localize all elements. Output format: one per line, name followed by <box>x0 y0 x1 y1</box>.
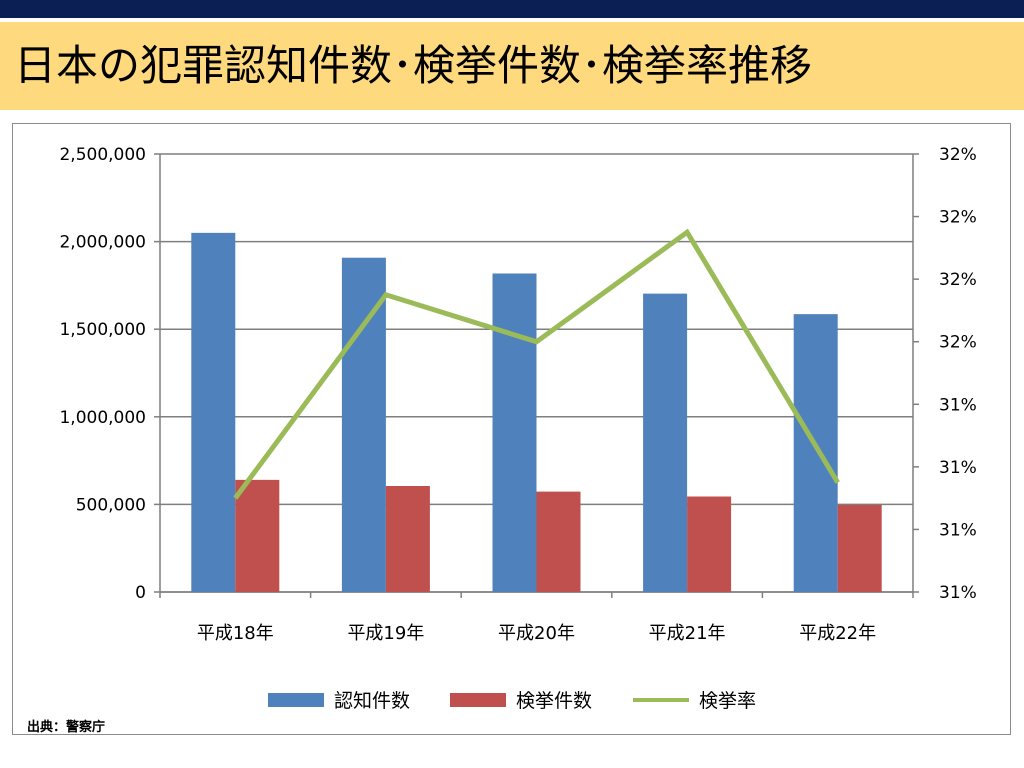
bar-recognized <box>793 314 838 592</box>
x-tick-label: 平成20年 <box>498 623 575 644</box>
x-tick-label: 平成19年 <box>347 623 424 644</box>
x-tick-label: 平成18年 <box>197 623 274 644</box>
y-right-tick-label: 31% <box>939 395 977 415</box>
y-left-tick-label: 1,500,000 <box>59 320 146 340</box>
bar-recognized <box>492 273 537 592</box>
source-note: 出典：警察庁 <box>27 720 106 735</box>
bar-cleared <box>687 496 732 592</box>
series-line-clearance-rate <box>233 228 840 500</box>
y-left-tick-label: 500,000 <box>76 495 146 515</box>
y-right-tick-label: 32% <box>939 208 977 228</box>
y-right-tick-label: 32% <box>939 145 977 165</box>
page-title: 日本の犯罪認知件数･検挙件数･検挙率推移 <box>14 41 813 90</box>
y-left-tick-label: 1,000,000 <box>59 408 146 428</box>
y-left-tick-label: 0 <box>135 583 146 603</box>
chart: 0 500,000 1,000,000 1,500,000 2,000,000 2,500… <box>59 145 977 712</box>
y-right-tick-label: 31% <box>939 583 977 603</box>
chart-frame: 0 500,000 1,000,000 1,500,000 2,000,000 2,500… <box>12 123 1011 735</box>
bar-recognized <box>191 232 236 592</box>
y-right-tick-label: 32% <box>939 270 977 290</box>
legend-swatch <box>268 693 324 707</box>
x-tick-label: 平成22年 <box>799 623 876 644</box>
legend-swatch <box>450 693 506 707</box>
y-right-tick-label: 32% <box>939 333 977 353</box>
legend-label: 検挙件数 <box>516 690 592 712</box>
x-tick-label: 平成21年 <box>649 623 726 644</box>
title-bar <box>0 22 1024 110</box>
y-right-tick-label: 31% <box>939 458 977 478</box>
bar-cleared <box>536 491 581 592</box>
bar-cleared <box>837 504 882 592</box>
y-right-tick-label: 31% <box>939 520 977 540</box>
y-left-tick-label: 2,500,000 <box>59 145 146 165</box>
legend-label: 認知件数 <box>334 690 410 712</box>
bar-cleared <box>235 479 280 592</box>
top-band <box>0 0 1024 18</box>
bar-recognized <box>341 257 386 592</box>
legend-label: 検挙率 <box>699 690 756 712</box>
y-left-tick-label: 2,000,000 <box>59 233 146 253</box>
bar-cleared <box>385 486 430 592</box>
bar-recognized <box>643 293 688 592</box>
